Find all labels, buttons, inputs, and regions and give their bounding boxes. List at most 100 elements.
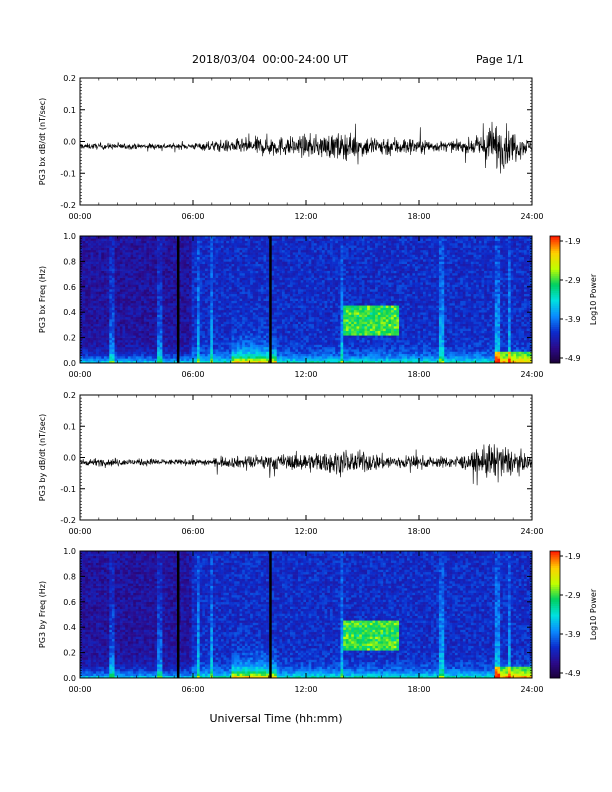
spectrogram-cell xyxy=(141,275,144,278)
spectrogram-cell xyxy=(133,268,136,271)
spectrogram-cell xyxy=(165,315,168,318)
spectrogram-cell xyxy=(165,287,168,290)
spectrogram-cell xyxy=(144,328,147,331)
spectrogram-cell xyxy=(93,345,96,348)
y-axis-label: PG3 bx dB/dt (nT/sec) xyxy=(38,98,47,185)
spectrogram-cell xyxy=(160,328,163,331)
spectrogram-cell xyxy=(160,303,163,306)
spectrogram-cell xyxy=(144,291,147,294)
spectrogram-cell xyxy=(128,257,131,260)
spectrogram-cell xyxy=(112,349,115,352)
spectrogram-cell xyxy=(83,356,86,359)
spectrogram-cell xyxy=(136,354,139,357)
spectrogram-cell xyxy=(168,278,171,281)
spectrogram-cell xyxy=(136,328,139,331)
spectrogram-cell xyxy=(104,268,107,271)
spectrogram-cell xyxy=(99,261,102,264)
spectrogram-cell xyxy=(107,303,110,306)
spectrogram-cell xyxy=(165,303,168,306)
spectrogram-cell xyxy=(104,275,107,278)
spectrogram-cell xyxy=(133,291,136,294)
spectrogram-cell xyxy=(112,305,115,308)
spectrogram-cell xyxy=(93,305,96,308)
spectrogram-cell xyxy=(115,294,118,297)
spectrogram-cell xyxy=(165,296,168,299)
spectrogram-cell xyxy=(170,317,173,320)
spectrogram-cell xyxy=(112,303,115,306)
spectrogram-cell xyxy=(125,254,128,257)
spectrogram-cell xyxy=(93,298,96,301)
spectrogram-cell xyxy=(152,308,155,311)
spectrogram-cell xyxy=(149,354,152,357)
spectrogram-cell xyxy=(107,261,110,264)
spectrogram-cell xyxy=(96,248,99,251)
spectrogram-cell xyxy=(123,291,126,294)
spectrogram-cell xyxy=(173,358,176,361)
spectrogram-cell xyxy=(123,333,126,336)
spectrogram-cell xyxy=(146,280,149,283)
spectrogram-cell xyxy=(91,294,94,297)
spectrogram-cell xyxy=(146,349,149,352)
spectrogram-cell xyxy=(144,340,147,343)
spectrogram-cell xyxy=(128,328,131,331)
spectrogram-cell xyxy=(170,351,173,354)
spectrogram-cell xyxy=(141,287,144,290)
spectrogram-cell xyxy=(152,328,155,331)
spectrogram-cell xyxy=(123,317,126,320)
spectrogram-cell xyxy=(101,347,104,350)
spectrogram-cell xyxy=(162,284,165,287)
spectrogram-cell xyxy=(160,356,163,359)
spectrogram-cell xyxy=(93,312,96,315)
spectrogram-cell xyxy=(96,303,99,306)
spectrogram-cell xyxy=(83,282,86,285)
spectrogram-cell xyxy=(112,301,115,304)
spectrogram-cell xyxy=(141,317,144,320)
spectrogram-cell xyxy=(96,354,99,357)
spectrogram-cell xyxy=(109,310,112,313)
spectrogram-cell xyxy=(85,245,88,248)
spectrogram-cell xyxy=(152,241,155,244)
spectrogram-cell xyxy=(131,303,134,306)
spectrogram-cell xyxy=(146,257,149,260)
spectrogram-cell xyxy=(149,296,152,299)
spectrogram-cell xyxy=(120,243,123,246)
spectrogram-cell xyxy=(123,250,126,253)
spectrogram-cell xyxy=(99,305,102,308)
spectrogram-cell xyxy=(146,282,149,285)
spectrogram-cell xyxy=(160,338,163,341)
spectrogram-cell xyxy=(170,278,173,281)
spectrogram-cell xyxy=(146,259,149,262)
spectrogram-cell xyxy=(138,312,141,315)
spectrogram-cell xyxy=(157,326,160,329)
spectrogram-cell xyxy=(165,342,168,345)
spectrogram-cell xyxy=(101,282,104,285)
spectrogram-cell xyxy=(141,278,144,281)
spectrogram-cell xyxy=(125,312,128,315)
spectrogram-cell xyxy=(157,358,160,361)
spectrogram-cell xyxy=(85,345,88,348)
spectrogram-cell xyxy=(168,282,171,285)
spectrogram-cell xyxy=(85,291,88,294)
spectrogram-cell xyxy=(107,298,110,301)
spectrogram-cell xyxy=(144,324,147,327)
spectrogram-cell xyxy=(117,284,120,287)
spectrogram-cell xyxy=(160,257,163,260)
spectrogram-cell xyxy=(170,241,173,244)
spectrogram-cell xyxy=(168,241,171,244)
spectrogram-cell xyxy=(128,324,131,327)
spectrogram-cell xyxy=(141,303,144,306)
spectrogram-cell xyxy=(93,254,96,257)
spectrogram-cell xyxy=(99,335,102,338)
spectrogram-cell xyxy=(170,296,173,299)
spectrogram-cell xyxy=(120,312,123,315)
spectrogram-cell xyxy=(120,294,123,297)
spectrogram-cell xyxy=(152,324,155,327)
spectrogram-cell xyxy=(91,321,94,324)
spectrogram-cell xyxy=(101,238,104,241)
spectrogram-cell xyxy=(125,257,128,260)
x-tick-label: 18:00 xyxy=(407,212,430,221)
spectrogram-cell xyxy=(149,308,152,311)
spectrogram-cell xyxy=(168,356,171,359)
spectrogram-cell xyxy=(104,254,107,257)
spectrogram-cell xyxy=(85,301,88,304)
